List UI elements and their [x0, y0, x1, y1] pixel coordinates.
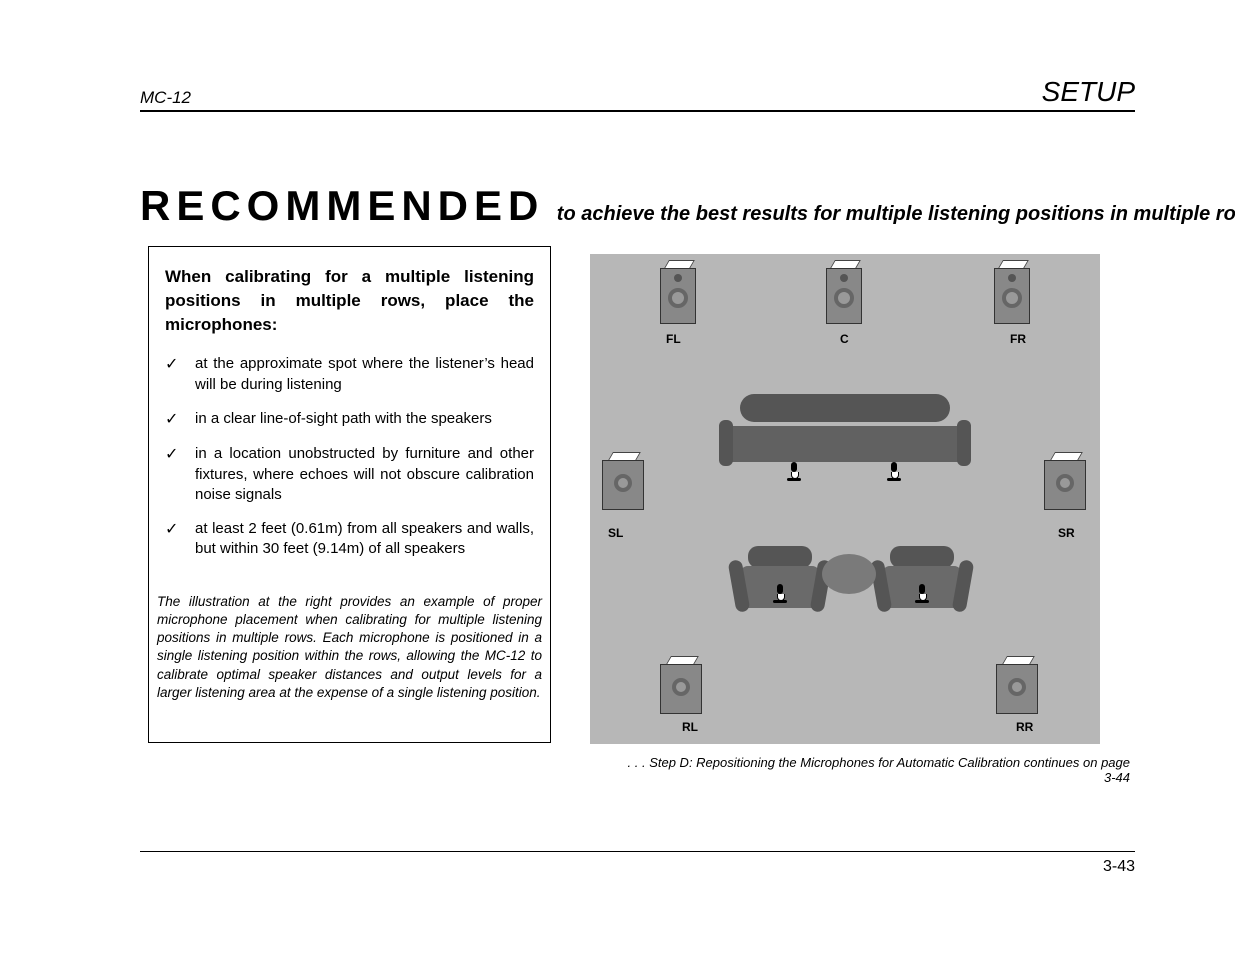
list-item: ✓ at least 2 feet (0.61m) from all speak…	[165, 519, 534, 560]
speaker-sl-label: SL	[608, 526, 623, 540]
speaker-fr-icon	[994, 268, 1032, 326]
sofa-back-icon	[740, 394, 950, 422]
footer-rule	[140, 851, 1135, 852]
speaker-rr-icon	[996, 664, 1040, 716]
instruction-checklist: ✓ at the approximate spot where the list…	[165, 354, 534, 559]
list-item: ✓ at the approximate spot where the list…	[165, 354, 534, 395]
page-number: 3-43	[1103, 858, 1135, 876]
microphone-row2-2-icon	[916, 584, 928, 600]
speaker-sr-icon	[1044, 460, 1088, 512]
check-icon: ✓	[165, 444, 195, 505]
header-model: MC-12	[140, 88, 191, 108]
title-main: RECOMMENDED	[140, 182, 544, 230]
microphone-row2-2-icon-base	[915, 600, 929, 603]
speaker-rl-label: RL	[682, 720, 698, 734]
microphone-row1-1-icon-base	[787, 478, 801, 481]
list-item: ✓ in a location unobstructed by furnitur…	[165, 444, 534, 505]
instruction-lead: When calibrating for a multiple listenin…	[165, 265, 534, 336]
instruction-caption: The illustration at the right provides a…	[149, 593, 550, 702]
list-item-text: in a clear line-of-sight path with the s…	[195, 409, 534, 431]
microphone-row2-1-icon-base	[773, 600, 787, 603]
sofa-seat-icon	[725, 426, 965, 462]
ottoman-icon	[822, 554, 876, 594]
header-rule	[140, 110, 1135, 112]
list-item-text: in a location unobstructed by furniture …	[195, 444, 534, 505]
check-icon: ✓	[165, 354, 195, 395]
check-icon: ✓	[165, 409, 195, 431]
title-sub: to achieve the best results for multiple…	[557, 203, 1235, 226]
speaker-fl-icon	[660, 268, 698, 326]
speaker-fr-label: FR	[1010, 332, 1026, 346]
list-item-text: at the approximate spot where the listen…	[195, 354, 534, 395]
list-item-text: at least 2 feet (0.61m) from all speaker…	[195, 519, 534, 560]
speaker-rl-icon	[660, 664, 704, 716]
header-section: SETUP	[1042, 76, 1135, 108]
microphone-row1-1-icon	[788, 462, 800, 478]
title-row: RECOMMENDED to achieve the best results …	[140, 182, 1135, 230]
speaker-sr-label: SR	[1058, 526, 1075, 540]
room-diagram: FL C FR SL SR RL RR	[590, 254, 1100, 744]
speaker-c-label: C	[840, 332, 849, 346]
instruction-box: When calibrating for a multiple listenin…	[148, 246, 551, 743]
armchair-right-back-icon	[890, 546, 954, 568]
diagram-footnote: . . . Step D: Repositioning the Micropho…	[620, 755, 1130, 785]
microphone-row2-1-icon	[774, 584, 786, 600]
speaker-rr-label: RR	[1016, 720, 1033, 734]
microphone-row1-2-icon-base	[887, 478, 901, 481]
speaker-fl-label: FL	[666, 332, 681, 346]
speaker-c-icon	[826, 268, 864, 326]
check-icon: ✓	[165, 519, 195, 560]
microphone-row1-2-icon	[888, 462, 900, 478]
speaker-sl-icon	[602, 460, 646, 512]
armchair-left-back-icon	[748, 546, 812, 568]
list-item: ✓ in a clear line-of-sight path with the…	[165, 409, 534, 431]
